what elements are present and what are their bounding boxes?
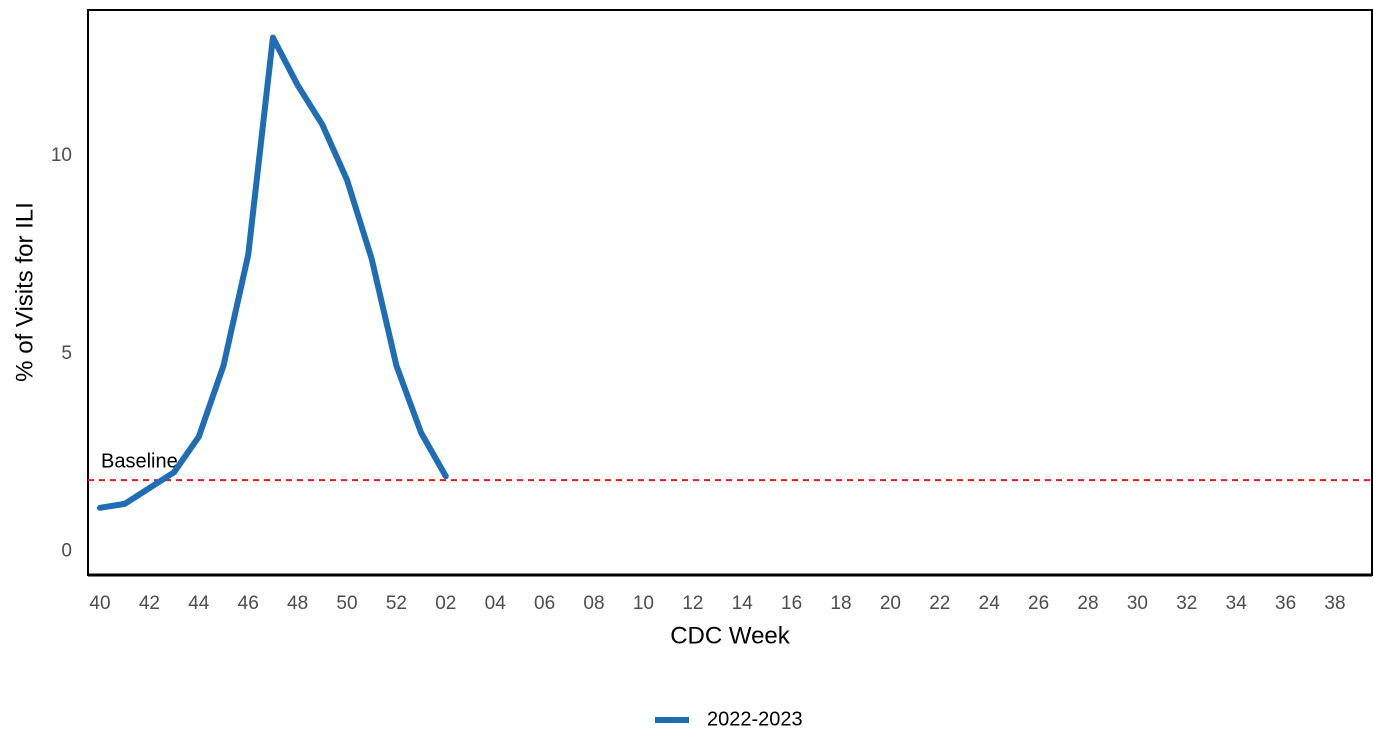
x-tick-label: 46 — [238, 593, 259, 614]
x-tick-label: 34 — [1226, 593, 1248, 614]
x-tick-label: 08 — [583, 593, 604, 614]
x-tick-label: 20 — [880, 593, 901, 614]
x-tick-label: 16 — [781, 593, 802, 614]
x-tick-label: 44 — [188, 593, 210, 614]
x-tick-label: 42 — [139, 593, 160, 614]
x-tick-label: 02 — [435, 593, 456, 614]
y-tick-label: 10 — [51, 145, 72, 166]
x-tick-label: 14 — [732, 593, 754, 614]
x-tick-label: 26 — [1028, 593, 1049, 614]
x-tick-label: 18 — [830, 593, 851, 614]
baseline-label: Baseline — [101, 450, 178, 472]
plot-frame — [87, 9, 1373, 576]
legend-label: 2022-2023 — [707, 708, 803, 730]
x-tick-label: 04 — [485, 593, 507, 614]
x-axis-title: CDC Week — [670, 622, 791, 649]
x-tick-label: 38 — [1324, 593, 1345, 614]
x-tick-label: 50 — [336, 593, 357, 614]
x-tick-label: 12 — [682, 593, 703, 614]
x-tick-label: 32 — [1176, 593, 1197, 614]
x-tick-label: 40 — [89, 593, 110, 614]
x-tick-label: 36 — [1275, 593, 1296, 614]
x-tick-label: 06 — [534, 593, 555, 614]
y-tick-label: 5 — [61, 343, 72, 364]
y-tick-label: 0 — [61, 540, 72, 561]
x-tick-label: 22 — [929, 593, 950, 614]
y-axis-title: % of Visits for ILI — [11, 202, 38, 382]
x-tick-label: 24 — [979, 593, 1001, 614]
series-line — [97, 34, 449, 511]
x-tick-label: 52 — [386, 593, 407, 614]
x-tick-label: 28 — [1077, 593, 1098, 614]
x-tick-label: 10 — [633, 593, 654, 614]
x-tick-label: 48 — [287, 593, 308, 614]
x-tick-label: 30 — [1127, 593, 1148, 614]
